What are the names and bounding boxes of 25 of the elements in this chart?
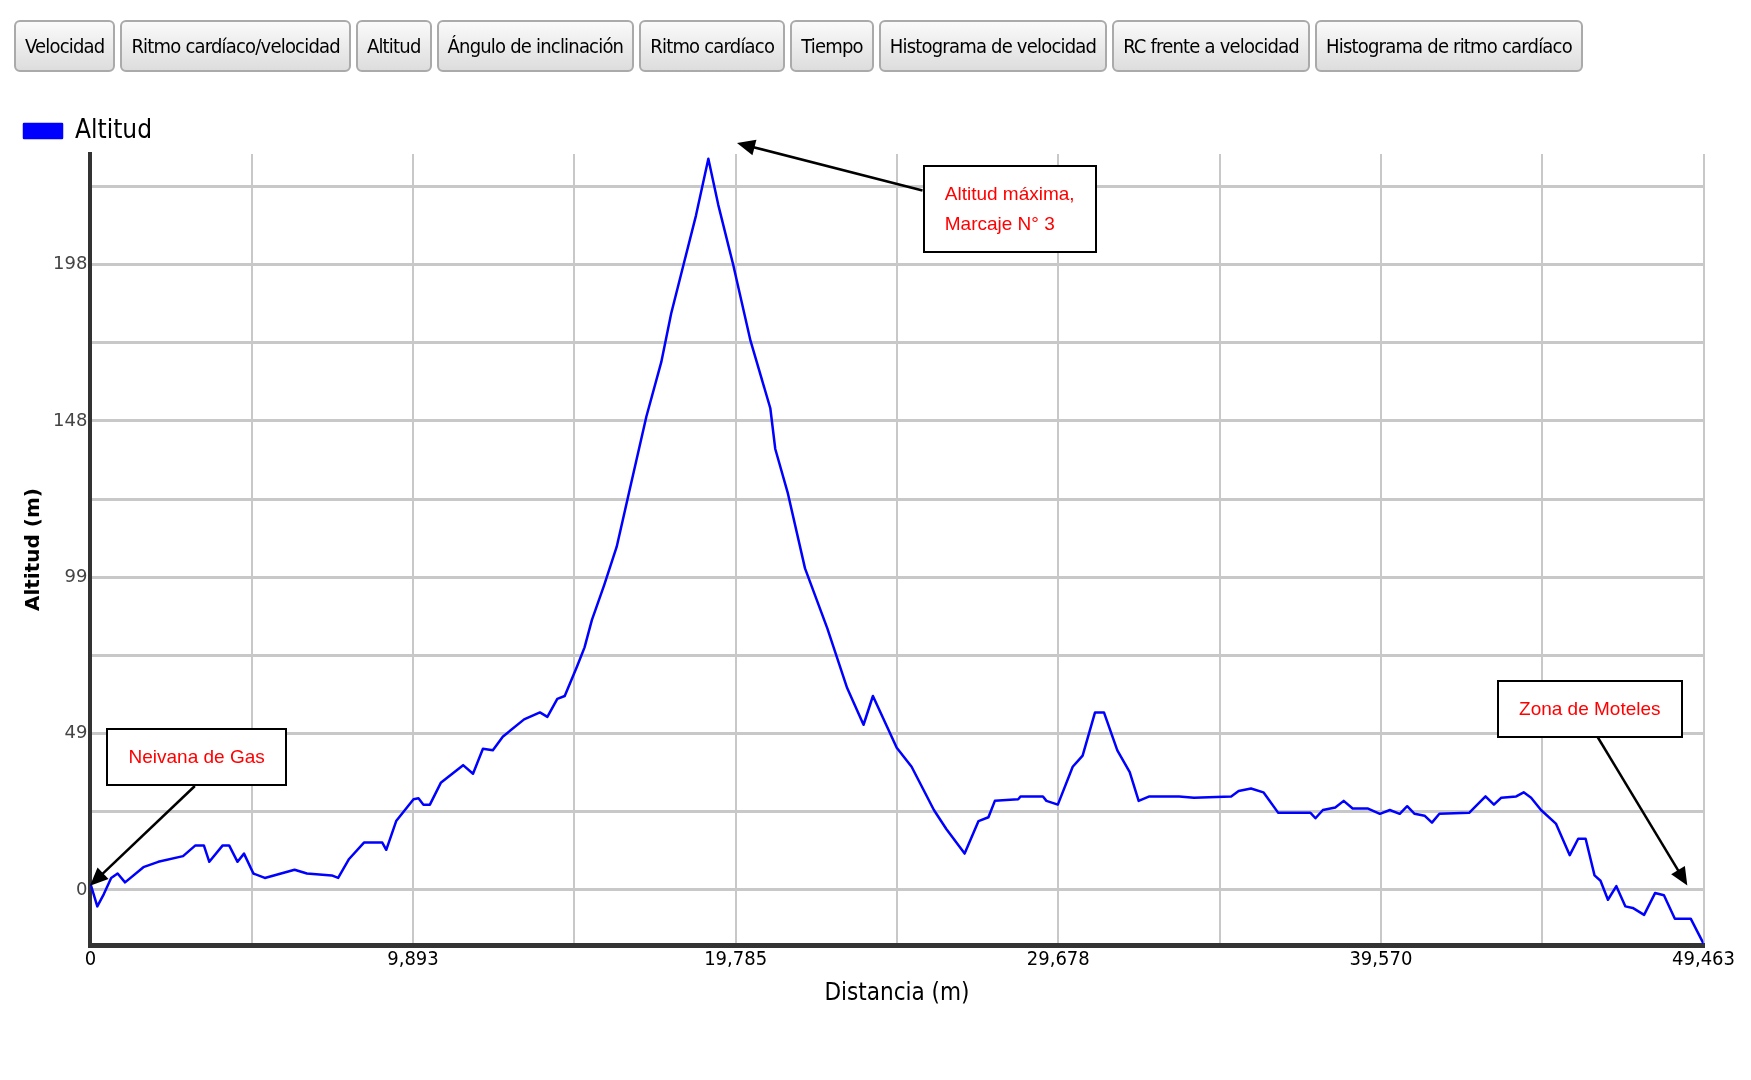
y-tick-label: 0 [75, 877, 88, 899]
x-tick-label: 49,463 [1672, 946, 1736, 971]
y-tick-label: 198 [53, 252, 88, 274]
note-box: Altitud máxima, Marcaje N° 3 [922, 165, 1097, 254]
text: Ángulo de inclinación [436, 20, 635, 72]
y-axis-title: Altitud (m) [20, 488, 45, 612]
legend-label: Altitud [75, 113, 153, 144]
text: RC frente a velocidad [1112, 20, 1310, 72]
x-tick-label: 29,678 [1026, 946, 1090, 971]
text: Histograma de ritmo cardíaco [1314, 20, 1583, 72]
x-axis-title: Distancia (m) [824, 977, 970, 1006]
y-tick-label: 148 [53, 408, 88, 430]
note-box: Neivana de Gas [106, 727, 287, 786]
text: Ritmo cardíaco/velocidad [120, 20, 351, 72]
y-tick-label: 49 [64, 721, 88, 743]
text: Histograma de velocidad [878, 20, 1108, 72]
text: Ritmo cardíaco [639, 20, 786, 72]
text: Velocidad [14, 20, 116, 72]
text: Tiempo [790, 20, 874, 72]
x-tick-label: 19,785 [704, 946, 768, 971]
y-tick-label: 99 [64, 564, 88, 586]
x-tick-label: 9,893 [387, 946, 439, 971]
text: Altitud [355, 20, 432, 72]
note-box: Zona de Moteles [1497, 680, 1683, 739]
x-tick-label: 39,570 [1349, 946, 1413, 971]
